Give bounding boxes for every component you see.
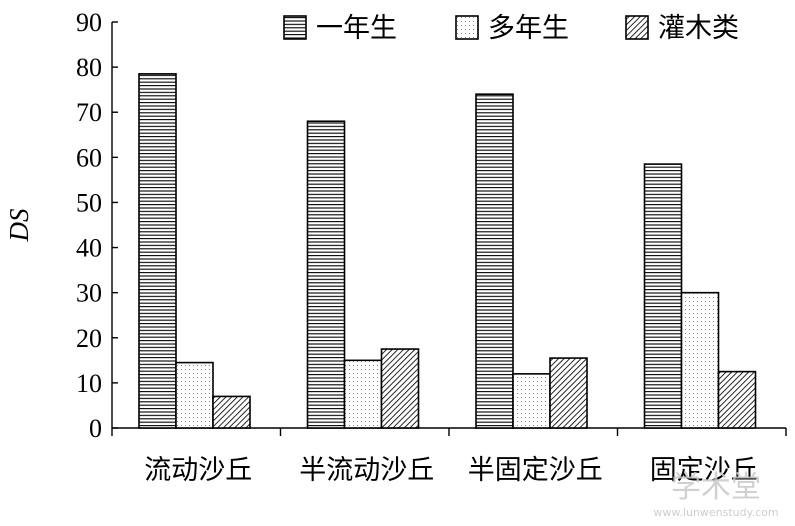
legend: 一年生 多年生 灌木类 <box>283 13 739 44</box>
bar-2-3 <box>512 373 551 429</box>
x-category-label: 固定沙丘 <box>650 455 758 486</box>
legend-label-1: 一年生 <box>316 13 397 44</box>
bar-3-4 <box>717 370 757 429</box>
bar-2-1 <box>175 361 214 429</box>
bar-3-1 <box>212 395 251 429</box>
y-tick-label: 50 <box>76 188 102 217</box>
y-axis-label: DS <box>4 208 34 242</box>
x-category-label: 流动沙丘 <box>144 455 252 486</box>
watermark-logo-text: 学术堂 <box>671 470 761 505</box>
bar-2-2 <box>343 359 383 429</box>
legend-label-2: 多年生 <box>488 13 569 44</box>
bar-3-3 <box>549 357 588 429</box>
bar-1-4 <box>643 163 683 429</box>
bars-layer <box>138 73 757 429</box>
x-category-label: 半流动沙丘 <box>299 455 434 486</box>
y-tick-label: 90 <box>76 8 102 37</box>
legend-swatch-3 <box>625 15 649 40</box>
y-tick-label: 20 <box>76 324 102 353</box>
y-tick-label: 0 <box>89 414 102 443</box>
y-tick-label: 10 <box>76 369 102 398</box>
y-tick-label: 80 <box>76 53 102 82</box>
x-category-label: 半固定沙丘 <box>468 455 603 486</box>
labels-layer: 0 10 20 30 40 50 60 70 80 90 DS 流动沙丘 半流动沙丘 半固定沙丘 固定沙丘 <box>4 8 758 486</box>
y-tick-label: 30 <box>76 279 102 308</box>
bar-1-2 <box>306 120 346 429</box>
bar-3-2 <box>380 348 420 429</box>
y-tick-label: 60 <box>76 143 102 172</box>
legend-swatch-2 <box>455 15 479 40</box>
bar-1-1 <box>138 73 177 429</box>
bar-2-4 <box>680 291 720 429</box>
legend-label-3: 灌木类 <box>658 13 739 44</box>
bar-1-3 <box>475 93 514 429</box>
legend-swatch-1 <box>283 15 307 40</box>
y-tick-label: 70 <box>76 98 102 127</box>
y-tick-label: 40 <box>76 234 102 263</box>
watermark-url-text: www.lunwenstudy.com <box>653 506 778 519</box>
